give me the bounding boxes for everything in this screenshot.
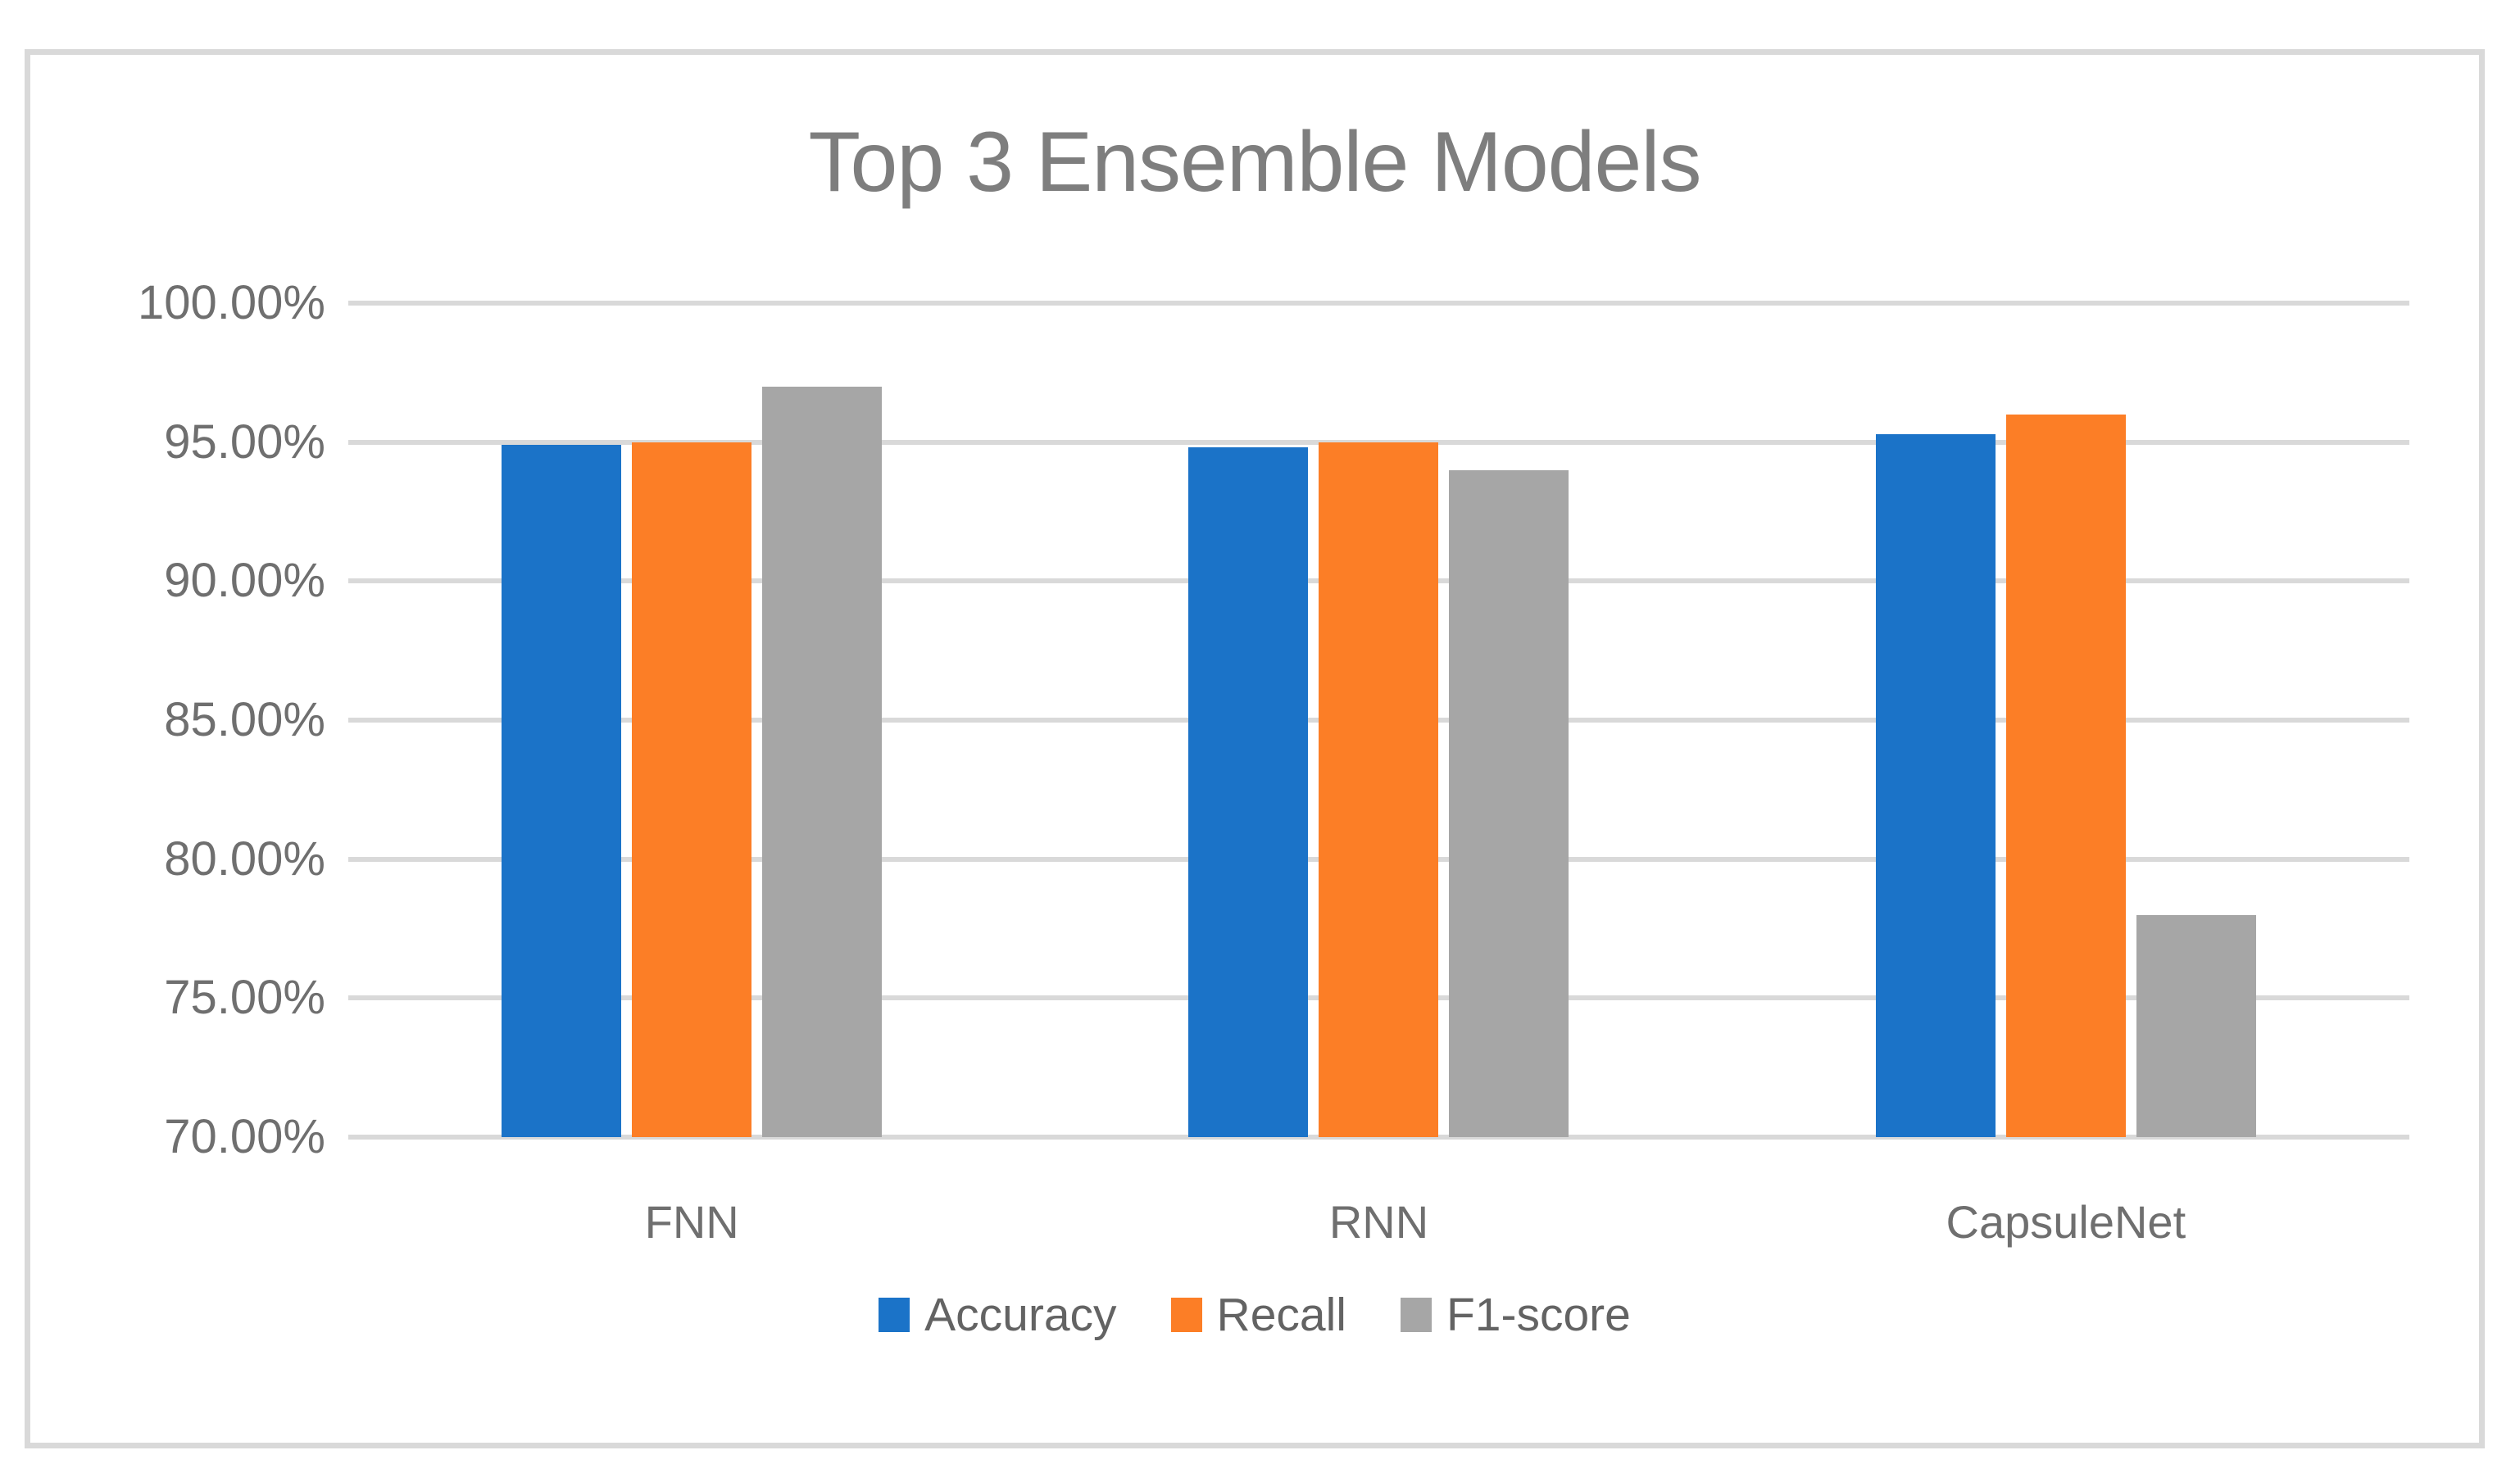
legend-label: F1-score [1446, 1289, 1631, 1341]
bar-accuracy-rnn [1188, 447, 1309, 1137]
bar-accuracy-capsulenet [1875, 433, 1996, 1137]
y-axis-tick-label: 75.00% [164, 971, 325, 1025]
legend-item-f1-score: F1-score [1400, 1288, 1631, 1342]
legend-swatch-f1-score [1400, 1298, 1432, 1332]
plot-area [348, 301, 2409, 1140]
x-axis-label-fnn: FNN [644, 1196, 739, 1248]
legend-swatch-accuracy [879, 1298, 910, 1332]
gridline [348, 1135, 2409, 1140]
x-axis-label-rnn: RNN [1328, 1196, 1429, 1248]
y-axis-tick-label: 70.00% [164, 1110, 325, 1163]
bar-recall-rnn [1319, 442, 1439, 1137]
bar-f1-score-capsulenet [2136, 914, 2256, 1137]
legend: Accuracy Recall F1-score [30, 1288, 2479, 1342]
bar-group-capsulenet [1723, 303, 2409, 1137]
y-axis-tick-label: 95.00% [164, 415, 325, 469]
legend-label: Recall [1216, 1289, 1346, 1341]
bar-group-rnn [1035, 303, 1722, 1137]
bar-recall-capsulenet [2005, 414, 2126, 1137]
y-axis-tick-label: 80.00% [164, 832, 325, 886]
gridline [348, 439, 2409, 445]
bar-f1-score-fnn [762, 386, 883, 1137]
y-axis-tick-label: 90.00% [164, 554, 325, 608]
bar-accuracy-fnn [502, 445, 622, 1137]
bar-recall-fnn [632, 442, 752, 1137]
legend-label: Accuracy [924, 1289, 1117, 1341]
bar-f1-score-rnn [1449, 469, 1569, 1137]
gridline [348, 301, 2409, 306]
legend-item-recall: Recall [1170, 1288, 1346, 1342]
y-axis-tick-label: 100.00% [138, 276, 325, 329]
y-axis-tick-label: 85.00% [164, 693, 325, 746]
chart-frame: Top 3 Ensemble Models 100.00% 95.00% 90.00… [25, 49, 2485, 1448]
chart-title: Top 3 Ensemble Models [808, 115, 1702, 210]
legend-item-accuracy: Accuracy [879, 1288, 1117, 1342]
bar-group-fnn [348, 303, 1035, 1137]
x-axis-label-capsulenet: CapsuleNet [1946, 1196, 2186, 1248]
legend-swatch-recall [1170, 1298, 1202, 1332]
